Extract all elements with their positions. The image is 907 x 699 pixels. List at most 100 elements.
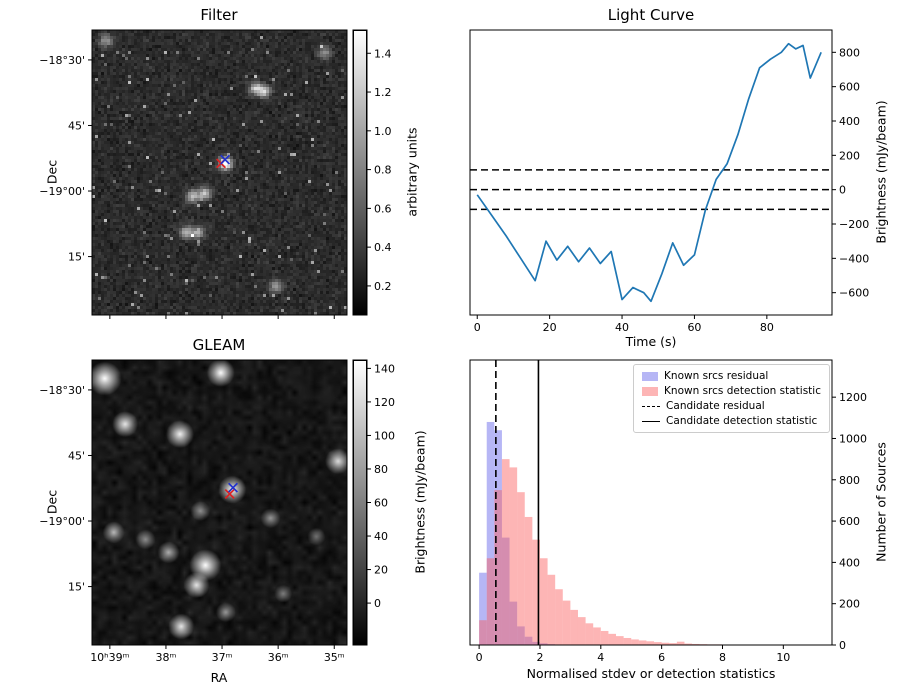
hist-ytick-label: 600 — [839, 515, 860, 528]
hist-bar-detstat — [479, 620, 487, 645]
legend-item-candidate-detstat: Candidate detection statistic — [642, 415, 821, 427]
gleam-image — [92, 360, 347, 645]
hist-bar-detstat — [570, 609, 578, 645]
hist-bar-detstat — [501, 459, 510, 645]
gleam-colorbar — [353, 360, 367, 645]
hist-bar-detstat — [585, 623, 594, 645]
hist-bar-detstat — [608, 633, 617, 645]
hist-bar-detstat — [699, 644, 708, 645]
lc-xtick-label: 60 — [687, 321, 701, 334]
filter-cbtick-label: 0.2 — [374, 280, 392, 293]
lightcurve-title: Light Curve — [607, 6, 695, 24]
filter-image — [92, 30, 347, 315]
lc-ytick-label: 400 — [839, 115, 860, 128]
filter-cbtick-label: 0.8 — [374, 164, 392, 177]
gleam-cbtick-label: 100 — [374, 429, 395, 442]
filter-ytick-label: 15' — [68, 251, 85, 264]
lc-xtick-label: 80 — [760, 321, 774, 334]
hist-bar-detstat — [562, 600, 571, 645]
hist-ylabel: Number of Sources — [873, 442, 889, 562]
lc-frame — [469, 29, 833, 316]
hist-bar-residual — [494, 430, 502, 645]
hist-bar-detstat — [577, 617, 586, 645]
hist-bar-detstat — [517, 492, 525, 645]
hist-bar-detstat — [494, 490, 502, 645]
legend-label-candidate-detstat: Candidate detection statistic — [666, 415, 818, 427]
gleam-cbtick-label: 0 — [374, 597, 381, 610]
lc-xtick-label: 0 — [474, 321, 481, 334]
gleam-cbtick-label: 120 — [374, 396, 395, 409]
lc-ytick-label: −200 — [839, 218, 869, 231]
hist-ytick-label: 800 — [839, 474, 860, 487]
gleam-xlabel: RA — [210, 670, 228, 685]
hist-bar-detstat — [707, 644, 715, 645]
hist-bar-residual — [486, 421, 495, 645]
hist-ytick-label: 0 — [839, 639, 846, 652]
gleam-title: GLEAM — [192, 336, 246, 354]
gleam-cbtick-label: 140 — [374, 362, 395, 375]
gleam-cbtick-label: 20 — [374, 564, 388, 577]
hist-ytick-label: 1000 — [839, 432, 867, 445]
hist-xlabel: Normalised stdev or detection statistics — [526, 666, 776, 681]
gleam-ytick-label: 15' — [68, 581, 85, 594]
hist-bar-detstat — [684, 643, 693, 645]
filter-cbtick-label: 1.4 — [374, 47, 392, 60]
hist-bar-detstat — [593, 627, 601, 645]
filter-ytick-label: −19°00' — [39, 185, 85, 198]
hist-bar-detstat — [539, 558, 548, 645]
lc-ytick-label: −400 — [839, 252, 869, 265]
filter-cbtick-label: 1.2 — [374, 86, 392, 99]
gleam-cbtick-label: 60 — [374, 497, 388, 510]
legend: Known srcs residual Known srcs detection… — [633, 364, 830, 433]
filter-colorbar-label: arbitrary units — [404, 127, 420, 217]
legend-item-known-residual: Known srcs residual — [642, 370, 821, 382]
hist-bar-detstat — [532, 539, 540, 645]
hist-bar-detstat — [524, 516, 533, 645]
gleam-cbtick-label: 40 — [374, 530, 388, 543]
lightcurve-xlabel: Time (s) — [625, 334, 677, 349]
legend-swatch-detstat-icon — [642, 386, 659, 396]
legend-label-known-residual: Known srcs residual — [664, 370, 769, 382]
hist-ytick-label: 1200 — [839, 391, 867, 404]
legend-label-candidate-residual: Candidate residual — [666, 400, 765, 412]
hist-bar-detstat — [509, 467, 518, 645]
filter-cbtick-label: 0.6 — [374, 202, 392, 215]
hist-bar-detstat — [669, 643, 677, 645]
lc-ytick-label: 0 — [839, 184, 846, 197]
hist-bar-detstat — [623, 637, 632, 645]
hist-bar-detstat — [600, 630, 609, 645]
lightcurve-line — [476, 42, 822, 303]
hist-xtick-label: 0 — [476, 651, 483, 664]
hist-bar-detstat — [661, 642, 670, 645]
hist-xtick-label: 6 — [658, 651, 665, 664]
filter-ylabel: Dec — [44, 159, 60, 185]
lc-ytick-label: 800 — [839, 46, 860, 59]
lc-ytick-label: −600 — [839, 287, 869, 300]
gleam-xtick-label: 10ʰ39ᵐ — [90, 651, 129, 664]
gleam-xtick-label: 35ᵐ — [324, 651, 345, 664]
filter-ytick-label: 45' — [68, 119, 85, 132]
hist-xtick-label: 10 — [776, 651, 790, 664]
lightcurve-ylabel: Brightness (mJy/beam) — [873, 100, 889, 244]
legend-solid-line-icon — [642, 420, 661, 422]
hist-ytick-label: 400 — [839, 556, 860, 569]
gleam-ytick-label: −18°30' — [39, 384, 85, 397]
gleam-ylabel: Dec — [44, 489, 60, 515]
filter-title: Filter — [200, 6, 238, 24]
gleam-cbtick-label: 80 — [374, 463, 388, 476]
hist-bar-residual — [532, 641, 540, 645]
hist-ytick-label: 200 — [839, 598, 860, 611]
legend-item-known-detstat: Known srcs detection statistic — [642, 385, 821, 397]
hist-bar-detstat — [692, 643, 700, 645]
hist-bar-detstat — [616, 636, 624, 645]
hist-bar-detstat — [631, 639, 639, 645]
hist-bar-residual — [547, 644, 556, 645]
filter-colorbar — [353, 30, 367, 315]
hist-bar-detstat — [654, 642, 662, 645]
legend-swatch-residual-icon — [642, 371, 659, 381]
hist-bar-detstat — [555, 589, 563, 645]
lc-ytick-label: 600 — [839, 81, 860, 94]
filter-cbtick-label: 0.4 — [374, 241, 392, 254]
hist-bar-detstat — [714, 644, 723, 645]
